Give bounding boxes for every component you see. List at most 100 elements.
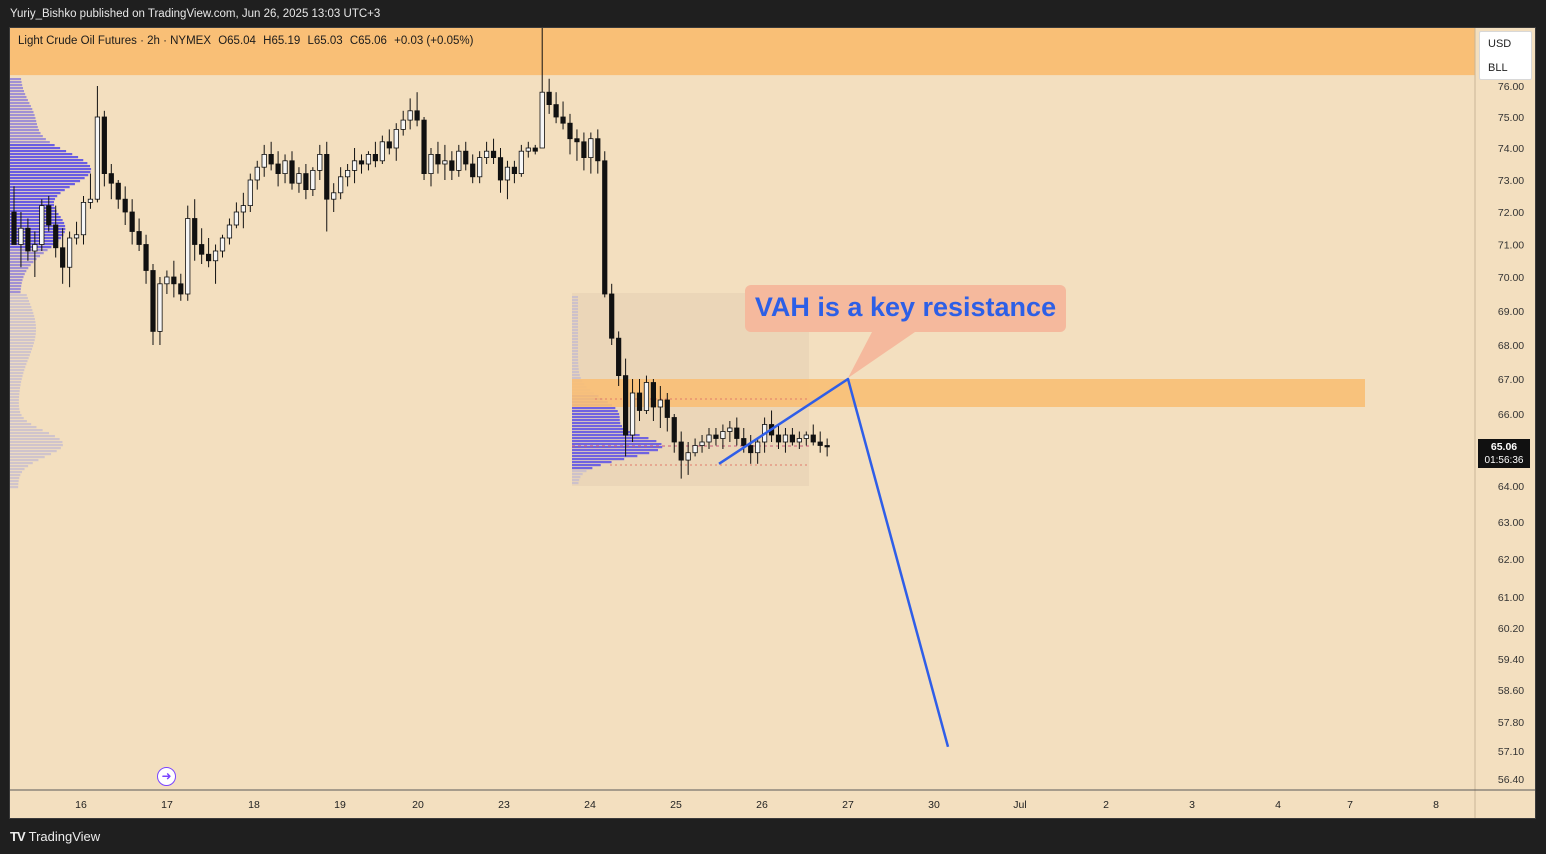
candle-up	[282, 160, 288, 175]
currency-label[interactable]: USD	[1488, 38, 1512, 50]
candle-down	[567, 122, 573, 140]
candle-up	[32, 244, 38, 252]
volume-profile-bar	[10, 225, 66, 228]
change-value: +0.03 (+0.05%)	[394, 35, 474, 47]
x-tick-label: 26	[756, 799, 768, 811]
volume-profile-bar	[10, 375, 23, 378]
resistance-zone	[572, 379, 1365, 407]
candle-down	[205, 253, 212, 262]
close-value: C65.06	[349, 35, 387, 47]
session-volume-bar	[572, 365, 579, 368]
candle-down	[775, 434, 782, 443]
candle-up	[657, 399, 663, 408]
candle-up	[755, 441, 761, 454]
price-chart[interactable]: 76.00 75.00 74.00 73.00 72.00 71.00 70.00 69.00…	[10, 28, 1535, 818]
volume-profile-bar	[10, 159, 84, 162]
session-volume-bar	[572, 458, 625, 461]
volume-profile-bar	[10, 132, 41, 135]
volume-profile-bar	[10, 435, 55, 438]
candle-up	[796, 438, 802, 443]
volume-profile-bar	[10, 339, 35, 342]
volume-profile-bar	[10, 102, 30, 105]
y-tick-label: 57.10	[1498, 746, 1524, 758]
candle-up	[344, 169, 351, 178]
volume-profile-bar	[10, 399, 19, 402]
replay-icon[interactable]: ➜	[157, 767, 176, 786]
top-zone	[10, 28, 1475, 76]
volume-profile-bar	[10, 123, 37, 126]
volume-profile-bar	[10, 276, 24, 279]
candle-down	[741, 438, 747, 446]
session-volume-bar	[572, 329, 578, 332]
candle-down	[616, 337, 622, 377]
currency-unit-selector[interactable]: USD BLL	[1479, 31, 1532, 80]
candle-up	[442, 160, 448, 165]
volume-profile-bar	[10, 408, 20, 411]
volume-profile-bar	[10, 354, 30, 357]
candle-down	[303, 173, 309, 191]
publish-bar: Yuriy_Bishko published on TradingView.co…	[0, 0, 1546, 27]
session-volume-bar	[572, 479, 580, 482]
y-tick-label: 63.00	[1498, 517, 1524, 529]
callout-pointer	[848, 332, 915, 378]
y-tick-label: 69.00	[1498, 306, 1524, 318]
candle-up	[588, 138, 594, 158]
candle-down	[623, 375, 629, 436]
candle-down	[324, 154, 330, 200]
volume-profile-bar	[10, 303, 31, 306]
volume-profile-bar	[10, 120, 37, 123]
candle-down	[574, 138, 580, 143]
candle-down	[748, 445, 754, 454]
x-tick-label: Jul	[1013, 799, 1026, 811]
y-tick-label: 66.00	[1498, 409, 1524, 421]
volume-profile-bar	[10, 471, 23, 474]
volume-profile-bar	[10, 135, 43, 138]
volume-profile-bar	[10, 363, 27, 366]
high-value: H65.19	[263, 35, 301, 47]
volume-profile-bar	[10, 78, 22, 81]
volume-profile-bar	[10, 84, 23, 87]
volume-profile-bar	[10, 294, 27, 297]
session-volume-bar	[572, 449, 658, 452]
candle-up	[185, 218, 191, 295]
symbol-legend: Light Crude Oil Futures · 2h · NYMEX O65…	[18, 35, 477, 47]
current-price-tag: 65.06 01:56:36	[1478, 439, 1530, 468]
x-tick-label: 25	[670, 799, 682, 811]
candle-down	[470, 163, 476, 178]
x-tick-label: 23	[498, 799, 510, 811]
volume-profile-bar	[10, 474, 21, 477]
volume-profile-bar	[10, 219, 63, 222]
session-volume-bar	[572, 440, 657, 443]
volume-profile-bar	[10, 195, 58, 198]
tradingview-logo[interactable]: TV TradingView	[10, 829, 100, 844]
candle-down	[609, 293, 615, 339]
candle-up	[428, 154, 434, 175]
candle-down	[25, 227, 31, 252]
candle-down	[463, 150, 469, 165]
volume-profile-bar	[10, 237, 62, 240]
x-tick-label: 27	[842, 799, 854, 811]
volume-profile-bar	[10, 246, 52, 249]
volume-profile-bar	[10, 156, 79, 159]
symbol-name[interactable]: Light Crude Oil Futures · 2h · NYMEX	[18, 35, 212, 47]
candle-down	[11, 211, 17, 245]
candle-down	[268, 154, 274, 165]
volume-profile-bar	[10, 378, 22, 381]
candle-up	[226, 224, 233, 239]
volume-profile-bar	[10, 264, 31, 267]
candle-down	[713, 434, 719, 439]
candle-up	[782, 434, 789, 443]
volume-profile-bar	[10, 387, 21, 390]
volume-profile-bar	[10, 486, 19, 489]
candle-up	[699, 441, 705, 446]
session-volume-bar	[572, 359, 579, 362]
session-volume-bar	[572, 425, 622, 428]
volume-profile-bar	[10, 150, 67, 153]
volume-profile-bar	[10, 417, 24, 420]
session-volume-bar	[572, 362, 579, 365]
volume-profile-bar	[10, 297, 28, 300]
annotation-callout[interactable]: VAH is a key resistance	[745, 285, 1066, 332]
volume-profile-bar	[10, 345, 34, 348]
unit-label[interactable]: BLL	[1488, 62, 1508, 74]
volume-profile-bar	[10, 477, 20, 480]
